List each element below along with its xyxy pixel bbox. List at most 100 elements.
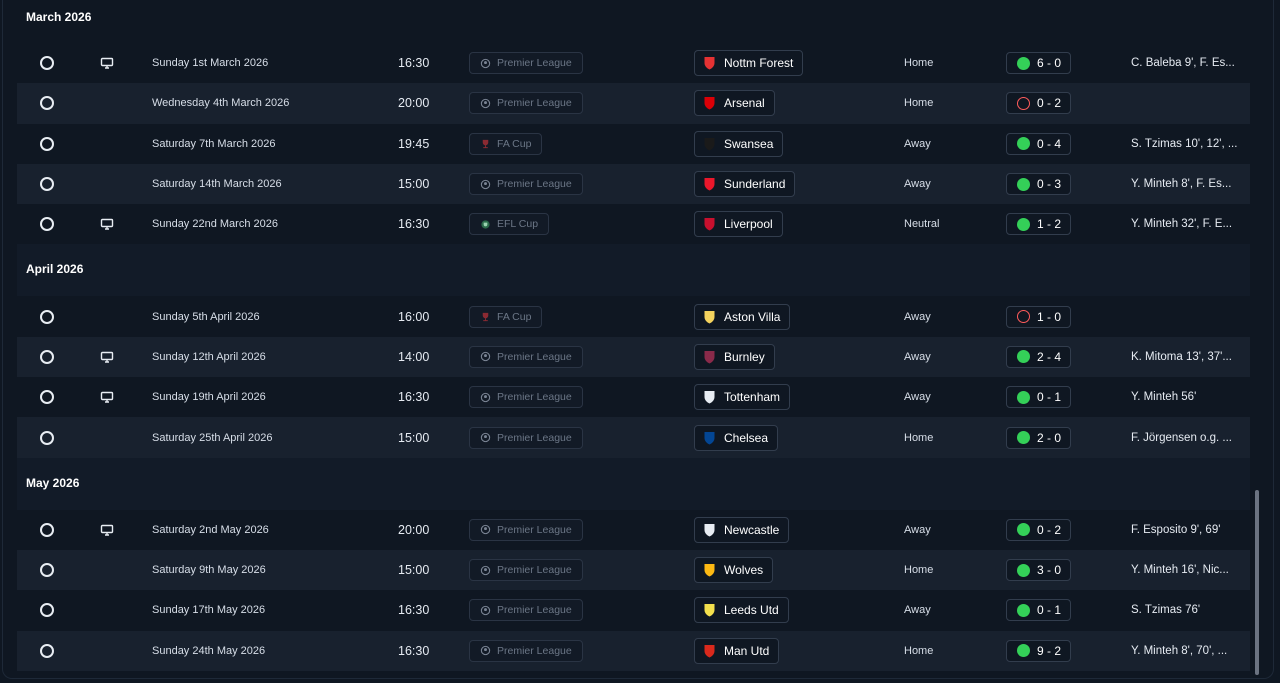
- fixture-row[interactable]: Sunday 12th April 2026 14:00 Premier Lea…: [17, 336, 1250, 378]
- competition-badge[interactable]: Premier League: [469, 559, 583, 582]
- competition-badge[interactable]: Premier League: [469, 52, 583, 75]
- competition-badge[interactable]: Premier League: [469, 639, 583, 662]
- fixture-row[interactable]: Saturday 9th May 2026 15:00 Premier Leag…: [17, 549, 1250, 591]
- select-circle-icon[interactable]: [40, 309, 54, 324]
- result-badge[interactable]: 3 - 0: [1006, 559, 1071, 582]
- select-circle-icon[interactable]: [40, 643, 54, 658]
- result-badge[interactable]: 0 - 1: [1006, 386, 1071, 409]
- competition-badge[interactable]: Premier League: [469, 386, 583, 409]
- opponent-button[interactable]: Nottm Forest: [694, 50, 804, 77]
- scorers-cell: [1131, 83, 1243, 123]
- competition-badge[interactable]: FA Cup: [469, 305, 543, 328]
- man-utd-crest-icon: [704, 644, 715, 658]
- venue: Home: [904, 564, 934, 577]
- premier-league-icon: [480, 392, 491, 402]
- competition-badge[interactable]: FA Cup: [469, 132, 543, 155]
- score: 0 - 2: [1037, 96, 1062, 111]
- competition-label: EFL Cup: [497, 218, 539, 231]
- select-cell: [40, 124, 54, 164]
- competition-label: FA Cup: [497, 137, 532, 150]
- result-badge[interactable]: 0 - 4: [1006, 132, 1071, 155]
- fixture-row[interactable]: Wednesday 4th March 2026 20:00 Premier L…: [17, 83, 1250, 124]
- venue: Home: [904, 644, 934, 657]
- opponent-button[interactable]: Burnley: [694, 343, 775, 370]
- sunderland-crest-icon: [704, 178, 715, 191]
- result-badge[interactable]: 1 - 2: [1006, 213, 1071, 236]
- opponent-button[interactable]: Newcastle: [694, 516, 790, 543]
- efl-cup-icon: [481, 220, 490, 229]
- opponent-button[interactable]: Chelsea: [694, 424, 779, 451]
- fixture-date: Saturday 25th April 2026: [152, 431, 273, 444]
- select-circle-icon[interactable]: [40, 522, 54, 537]
- fixture-row[interactable]: Sunday 5th April 2026 16:00 FA Cup Aston…: [17, 296, 1250, 337]
- win-indicator-icon: [1017, 177, 1030, 191]
- opponent-button[interactable]: Tottenham: [694, 384, 791, 411]
- kickoff-time: 19:45: [398, 136, 430, 151]
- fixture-row[interactable]: Sunday 17th May 2026 16:30 Premier Leagu…: [17, 590, 1250, 631]
- kickoff-time: 16:30: [398, 603, 430, 618]
- competition-label: Premier League: [497, 391, 572, 404]
- competition-badge[interactable]: Premier League: [469, 518, 583, 541]
- fixture-row[interactable]: Sunday 24th May 2026 16:30 Premier Leagu…: [17, 630, 1250, 671]
- select-circle-icon[interactable]: [40, 349, 54, 364]
- competition-badge[interactable]: Premier League: [469, 345, 583, 368]
- competition-badge[interactable]: EFL Cup: [469, 213, 550, 236]
- competition-badge[interactable]: Premier League: [469, 173, 583, 196]
- select-circle-icon[interactable]: [40, 603, 54, 618]
- select-circle-icon[interactable]: [40, 177, 54, 192]
- liverpool-crest-icon: [704, 218, 715, 231]
- opponent-button[interactable]: Leeds Utd: [694, 597, 789, 624]
- result-cell: 2 - 0: [1006, 417, 1071, 457]
- scrollbar-thumb[interactable]: [1255, 490, 1259, 675]
- result-badge[interactable]: 0 - 2: [1006, 92, 1071, 115]
- fixture-row[interactable]: Sunday 19th April 2026 16:30 Premier Lea…: [17, 377, 1250, 418]
- competition-cell: Premier League: [469, 43, 583, 83]
- competition-label: Premier League: [497, 604, 572, 617]
- fixture-row[interactable]: Saturday 25th April 2026 15:00 Premier L…: [17, 417, 1250, 458]
- kickoff-time: 15:00: [398, 430, 430, 445]
- fixture-row[interactable]: Sunday 22nd March 2026 16:30 EFL Cup Liv…: [17, 204, 1250, 245]
- opponent-button[interactable]: Man Utd: [694, 637, 780, 664]
- result-badge[interactable]: 0 - 3: [1006, 173, 1071, 196]
- goal-scorers: Y. Minteh 56': [1131, 391, 1197, 404]
- select-circle-icon[interactable]: [40, 563, 54, 578]
- result-badge[interactable]: 9 - 2: [1006, 639, 1071, 662]
- fixture-row[interactable]: Saturday 14th March 2026 15:00 Premier L…: [17, 163, 1250, 205]
- result-badge[interactable]: 2 - 0: [1006, 426, 1071, 449]
- fixture-row[interactable]: Saturday 7th March 2026 19:45 FA Cup Swa…: [17, 123, 1250, 164]
- select-circle-icon[interactable]: [40, 430, 54, 445]
- loss-indicator-icon: [1017, 96, 1030, 110]
- competition-badge[interactable]: Premier League: [469, 426, 583, 449]
- result-badge[interactable]: 2 - 4: [1006, 345, 1071, 368]
- opponent-button[interactable]: Sunderland: [694, 171, 796, 198]
- goal-scorers: C. Baleba 9', F. Es...: [1131, 57, 1235, 70]
- scorers-cell: Y. Minteh 8', 70', ...: [1131, 631, 1243, 671]
- competition-cell: Premier League: [469, 550, 583, 590]
- competition-badge[interactable]: Premier League: [469, 92, 583, 115]
- venue: Neutral: [904, 218, 940, 231]
- fixture-row[interactable]: Sunday 1st March 2026 16:30 Premier Leag…: [17, 43, 1250, 84]
- fixture-row[interactable]: Saturday 2nd May 2026 20:00 Premier Leag…: [17, 509, 1250, 550]
- select-circle-icon[interactable]: [40, 96, 54, 111]
- select-circle-icon[interactable]: [40, 136, 54, 151]
- opponent-button[interactable]: Wolves: [694, 557, 774, 584]
- result-badge[interactable]: 0 - 2: [1006, 518, 1071, 541]
- goal-scorers: Y. Minteh 32', F. E...: [1131, 218, 1233, 231]
- select-cell: [40, 590, 54, 630]
- goal-scorers: S. Tzimas 10', 12', ...: [1131, 137, 1238, 150]
- opponent-button[interactable]: Aston Villa: [694, 303, 791, 330]
- select-circle-icon[interactable]: [40, 390, 54, 405]
- select-circle-icon[interactable]: [40, 217, 54, 232]
- result-badge[interactable]: 6 - 0: [1006, 52, 1071, 75]
- score: 2 - 0: [1037, 430, 1062, 445]
- premier-league-icon: [480, 179, 491, 189]
- opponent-button[interactable]: Arsenal: [694, 90, 775, 117]
- scorers-cell: F. Esposito 9', 69': [1131, 510, 1243, 550]
- competition-badge[interactable]: Premier League: [469, 599, 583, 622]
- competition-label: Premier League: [497, 644, 572, 657]
- result-badge[interactable]: 0 - 1: [1006, 599, 1071, 622]
- select-circle-icon[interactable]: [40, 56, 54, 71]
- result-badge[interactable]: 1 - 0: [1006, 305, 1071, 328]
- opponent-button[interactable]: Liverpool: [694, 211, 783, 238]
- opponent-button[interactable]: Swansea: [694, 130, 784, 157]
